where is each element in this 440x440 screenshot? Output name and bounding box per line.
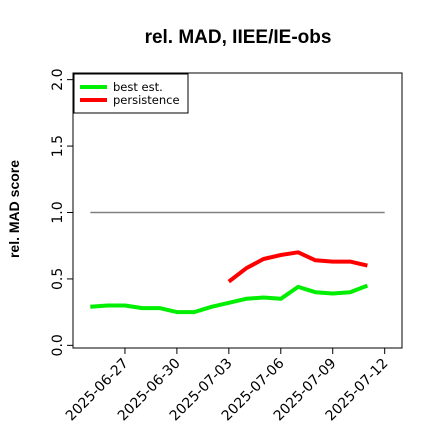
legend-label-persistence: persistence [113,93,180,107]
y-tick-label: 2.0 [50,69,66,91]
y-tick-label: 0.5 [50,268,66,290]
legend-label-best-est: best est. [113,80,163,94]
plot-frame [72,72,403,349]
legend: best est.persistence [73,73,189,114]
series-line-persistence [227,250,368,284]
y-tick-label: 1.5 [50,135,66,157]
series-layer [90,250,369,315]
legend-box [73,73,189,114]
chart-title: rel. MAD, IIEE/IE-obs [145,27,332,48]
y-tick-label: 0.0 [50,334,66,356]
y-tick-label: 1.0 [50,201,66,223]
y-axis: 0.0 0.5 1.0 1.5 2.0 [50,69,73,356]
series-line-best-est [90,283,369,315]
y-axis-title: rel. MAD score [6,160,22,258]
